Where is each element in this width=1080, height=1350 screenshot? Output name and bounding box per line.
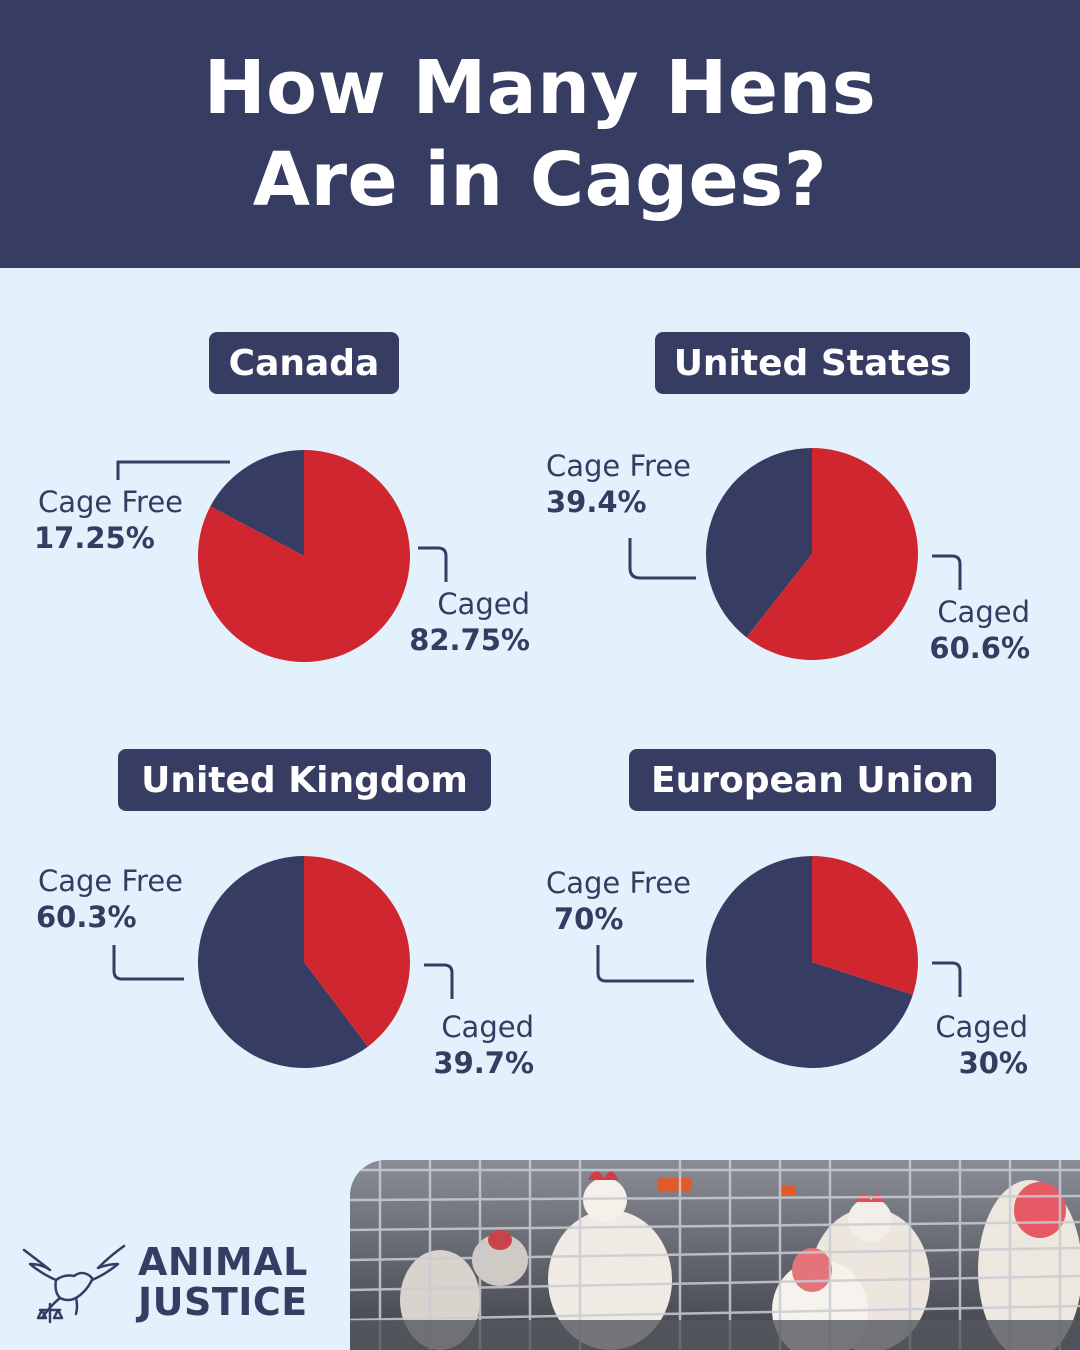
title-line-1: How Many Hens [203,45,877,131]
pie-chart-canada [116,450,448,662]
chart-title-united-states: United States [655,332,970,394]
slice-value: 30% [958,1046,1028,1080]
caged-hens-illustration [350,1160,1080,1350]
pie-slice-caged [746,448,918,660]
chart-united-states: United States Cage Free 39.4% Caged 60.6… [540,332,1080,752]
page-title: How Many Hens Are in Cages? [204,42,877,226]
chart-title-united-kingdom: United Kingdom [118,749,491,811]
slice-label: Cage Free [546,866,692,900]
leader-line-caged [424,963,454,999]
title-line-2: Are in Cages? [252,137,828,223]
caged-hens-photo [350,1160,1080,1350]
cage-wire-grid [350,1160,1080,1350]
brand-line-2: JUSTICE [138,1280,308,1324]
label-caged-united-states: Caged 60.6% [900,594,1030,666]
slice-value: 82.75% [409,623,530,657]
label-cage-free-canada: Cage Free 17.25% [34,484,184,556]
chart-united-kingdom: United Kingdom Cage Free 60.3% Caged 39.… [0,749,540,1169]
slice-value: 39.7% [433,1046,534,1080]
slice-label: Caged [437,587,530,621]
slice-value: 60.3% [36,900,137,934]
brand-line-1: ANIMAL [138,1240,308,1284]
brand-name: ANIMAL JUSTICE [138,1242,308,1322]
pie-slice-caged [198,450,410,662]
label-caged-european-union: Caged 30% [900,1009,1028,1081]
slice-value: 39.4% [546,485,647,519]
label-caged-united-kingdom: Caged 39.7% [404,1009,534,1081]
leader-line-caged [932,554,962,590]
dove-scales-icon [22,1244,126,1324]
chart-title-canada: Canada [209,332,399,394]
leader-line-cage-free [116,460,230,480]
leader-line-cage-free [596,945,694,983]
leader-line-caged [932,961,962,997]
label-caged-canada: Caged 82.75% [400,586,530,658]
animal-justice-logo: ANIMAL JUSTICE [20,1240,320,1330]
slice-value: 17.25% [34,521,155,555]
label-cage-free-european-union: Cage Free 70% [546,865,691,937]
pie-slice-cage-free [197,856,368,1068]
chart-canada: Canada Cage Free 17.25% Caged 82.75% [0,332,540,752]
slice-label: Cage Free [38,485,184,519]
pie-slice-cage-free [706,856,913,1068]
pie-slice-caged [304,856,410,1047]
label-cage-free-united-states: Cage Free 39.4% [546,448,691,520]
pie-slice-cage-free [705,448,812,638]
slice-label: Cage Free [546,449,692,483]
pie-slice-caged [812,856,918,995]
label-cage-free-united-kingdom: Cage Free 60.3% [36,863,184,935]
chart-european-union: European Union Cage Free 70% Caged 30% [540,749,1080,1169]
slice-label: Cage Free [38,864,184,898]
slice-label: Caged [935,1010,1028,1044]
slice-value: 70% [554,902,624,936]
slice-value: 60.6% [929,631,1030,665]
slice-label: Caged [441,1010,534,1044]
pie-chart-united-states [628,448,962,660]
pie-slice-cage-free [210,450,304,556]
leader-line-cage-free [112,945,184,981]
leader-line-caged [418,546,448,582]
pie-chart-united-kingdom [112,856,454,1068]
leader-line-cage-free [628,538,696,580]
header-banner: How Many Hens Are in Cages? [0,0,1080,268]
slice-label: Caged [937,595,1030,629]
pie-chart-european-union [596,856,962,1068]
chart-title-european-union: European Union [629,749,996,811]
